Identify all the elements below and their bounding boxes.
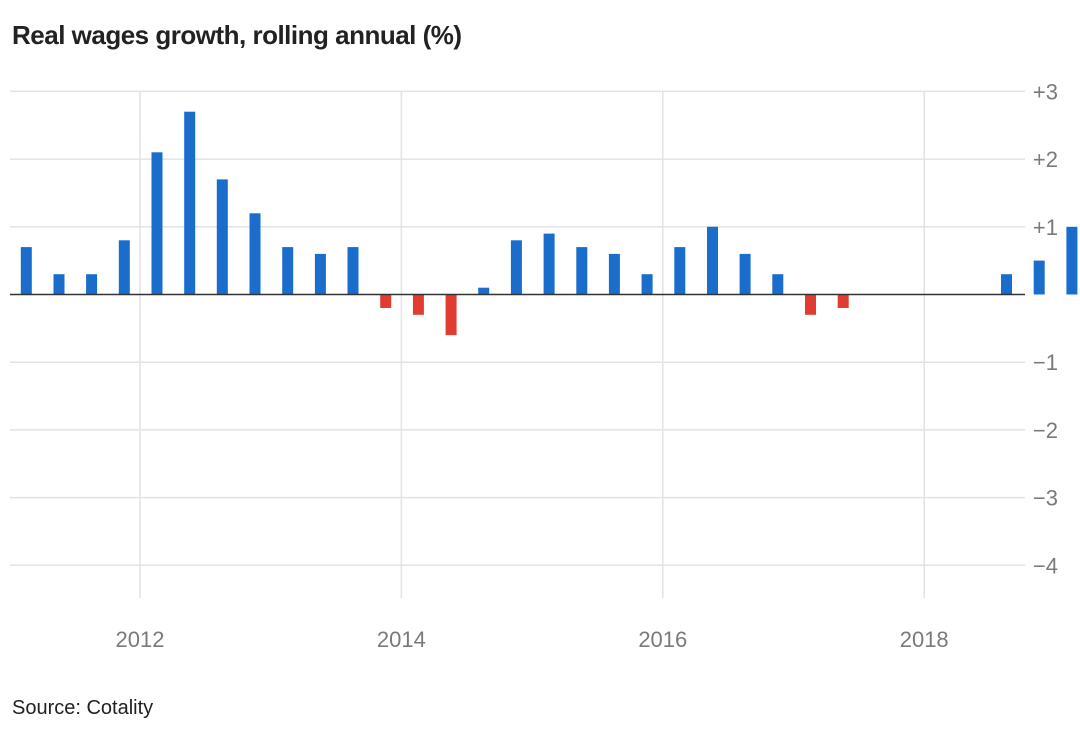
x-tick-label: 2018 [900, 627, 949, 652]
bar-positive [249, 213, 261, 295]
bar-positive [118, 240, 130, 295]
bar-positive [608, 253, 620, 295]
y-tick-label: +1 [1033, 215, 1058, 240]
bar-positive [53, 274, 65, 295]
bar-positive [772, 274, 784, 295]
bar-negative [805, 294, 816, 315]
x-tick-label: 2014 [377, 627, 426, 652]
bar-positive [282, 247, 294, 295]
y-tick-label: +3 [1033, 79, 1058, 104]
bar-positive [707, 226, 718, 295]
source-note: Source: Cotality [12, 697, 154, 719]
bar-negative [445, 294, 457, 336]
y-tick-label: −1 [1033, 350, 1058, 375]
x-tick-label: 2012 [116, 627, 165, 652]
bar-positive [674, 247, 686, 295]
bar-positive [1033, 260, 1045, 295]
y-tick-label: −3 [1033, 486, 1058, 511]
bar-positive [510, 240, 522, 295]
bar-negative [412, 294, 424, 315]
bar-positive [184, 111, 196, 295]
vertical-gridlines [139, 91, 925, 598]
bar-negative [837, 294, 849, 308]
bar-positive [1066, 226, 1078, 295]
bar-positive [347, 247, 359, 295]
bar-positive [543, 233, 555, 295]
bar-positive [1001, 274, 1012, 295]
x-axis-tick-labels: 2012201420162018202020222024 [116, 627, 949, 652]
horizontal-gridlines [10, 90, 1025, 567]
x-tick-label: 2016 [638, 627, 687, 652]
y-tick-label: −2 [1033, 418, 1058, 443]
bar-positive [151, 152, 163, 295]
bar-positive [314, 253, 326, 295]
bar-series [20, 111, 1078, 336]
y-tick-label: −4 [1033, 553, 1058, 578]
bar-positive [86, 274, 98, 295]
y-tick-label: +2 [1033, 147, 1058, 172]
y-axis-tick-labels: +3 +2 +1 −1 −2 −3 −4 [1033, 79, 1058, 578]
bar-negative [380, 294, 392, 308]
bar-positive [641, 274, 653, 295]
bar-positive [20, 247, 32, 295]
bar-positive [478, 287, 490, 295]
chart-title: Real wages growth, rolling annual (%) [12, 20, 462, 50]
bar-positive [739, 253, 751, 295]
bar-positive [576, 247, 588, 295]
bar-positive [216, 179, 228, 295]
